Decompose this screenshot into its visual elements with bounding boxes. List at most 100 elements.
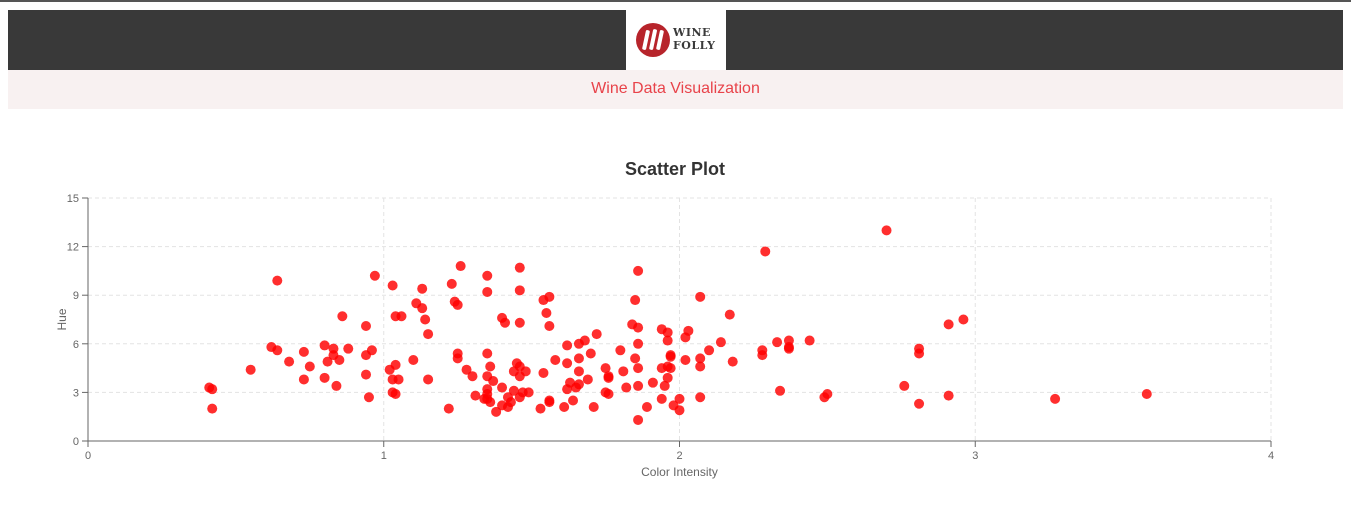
scatter-point <box>695 353 706 364</box>
y-tick-label: 15 <box>67 193 79 205</box>
scatter-point <box>485 361 496 372</box>
scatter-point <box>514 317 525 328</box>
scatter-point <box>772 337 783 348</box>
scatter-point <box>665 351 676 362</box>
scatter-point <box>390 389 401 400</box>
logo-line-1: WINE <box>673 26 711 39</box>
x-tick-label: 4 <box>1268 450 1274 462</box>
scatter-point <box>304 361 315 372</box>
scatter-point <box>683 325 694 336</box>
scatter-point <box>538 367 549 378</box>
scatter-point <box>207 403 218 414</box>
scatter-point <box>423 374 434 385</box>
scatter-point <box>337 311 348 322</box>
scatter-point <box>423 329 434 340</box>
scatter-point <box>322 356 333 367</box>
scatter-point <box>514 262 525 273</box>
scatter-point <box>899 380 910 391</box>
scatter-point <box>284 356 295 367</box>
scatter-point <box>1141 389 1152 400</box>
scatter-point <box>361 369 372 380</box>
scatter-point <box>361 320 372 331</box>
scatter-point <box>695 291 706 302</box>
scatter-point <box>363 392 374 403</box>
logo-text: WINE FOLLY <box>673 26 723 52</box>
scatter-point <box>508 385 519 396</box>
scatter-point <box>760 246 771 257</box>
scatter-point <box>523 387 534 398</box>
scatter-point <box>662 372 673 383</box>
scatter-point <box>446 278 457 289</box>
scatter-point <box>467 371 478 382</box>
scatter-point <box>582 374 593 385</box>
scatter-point <box>647 377 658 388</box>
y-tick-label: 0 <box>73 436 79 448</box>
scatter-point <box>568 395 579 406</box>
scatter-point <box>633 265 644 276</box>
scatter-point <box>387 280 398 291</box>
scatter-point <box>695 392 706 403</box>
scatter-point <box>420 314 431 325</box>
scatter-point <box>680 355 691 365</box>
scatter-point <box>822 389 833 400</box>
scatter-point <box>485 397 496 408</box>
scatter-point <box>366 345 377 356</box>
scatter-point <box>724 309 735 320</box>
scatter-point <box>591 329 602 340</box>
scatter-point <box>914 348 925 359</box>
scatter-point <box>615 345 626 356</box>
x-axis-label: Color Intensity <box>641 465 718 479</box>
scatter-point <box>452 353 463 364</box>
chart-title: Scatter Plot <box>625 159 725 179</box>
logo-line-2: FOLLY <box>673 39 716 52</box>
x-tick-label: 1 <box>381 450 387 462</box>
x-tick-label: 3 <box>972 450 978 462</box>
scatter-point <box>298 346 309 357</box>
y-tick-label: 9 <box>73 290 79 302</box>
scatter-point <box>455 261 466 272</box>
scatter-point <box>630 353 641 364</box>
scatter-point <box>662 335 673 346</box>
scatter-point <box>633 338 644 349</box>
scatter-point <box>369 270 380 281</box>
scatter-point <box>343 343 354 354</box>
scatter-point <box>408 355 419 365</box>
scatter-point <box>500 317 511 328</box>
scatter-point <box>544 320 555 331</box>
scatter-point <box>396 311 407 322</box>
scatter-point <box>633 363 644 374</box>
scatter-point <box>319 340 330 351</box>
scatter-point <box>588 401 599 412</box>
scatter-point <box>943 390 954 401</box>
scatter-point <box>535 403 546 414</box>
scatter-point <box>319 372 330 383</box>
scatter-point <box>775 385 786 396</box>
scatter-point <box>600 363 611 374</box>
wine-folly-logo[interactable]: WINE FOLLY <box>626 10 726 70</box>
scatter-point <box>662 327 673 338</box>
scatter-point <box>958 314 969 325</box>
scatter-point <box>579 335 590 346</box>
scatter-point <box>727 356 738 367</box>
scatter-point <box>573 366 584 377</box>
scatter-point <box>544 291 555 302</box>
scatter-point <box>417 283 428 294</box>
scatter-point <box>562 340 573 351</box>
scatter-point <box>443 403 454 414</box>
scatter-point <box>482 348 493 359</box>
header-bar: WINE FOLLY <box>8 10 1343 70</box>
scatter-point <box>656 393 667 404</box>
scatter-point <box>461 364 472 375</box>
scatter-point <box>914 398 925 409</box>
wine-bottles-icon <box>636 23 670 57</box>
scatter-point <box>603 389 614 400</box>
chart-container: Scatter Plot 0 1 2 3 4 0 3 6 9 12 15 Color Intensity… <box>0 140 1351 500</box>
top-border <box>0 0 1351 2</box>
scatter-point <box>298 374 309 385</box>
scatter-point <box>491 406 502 417</box>
scatter-point <box>783 342 794 353</box>
scatter-point <box>514 285 525 296</box>
y-axis-label: Hue <box>55 308 69 330</box>
scatter-point <box>334 355 345 365</box>
